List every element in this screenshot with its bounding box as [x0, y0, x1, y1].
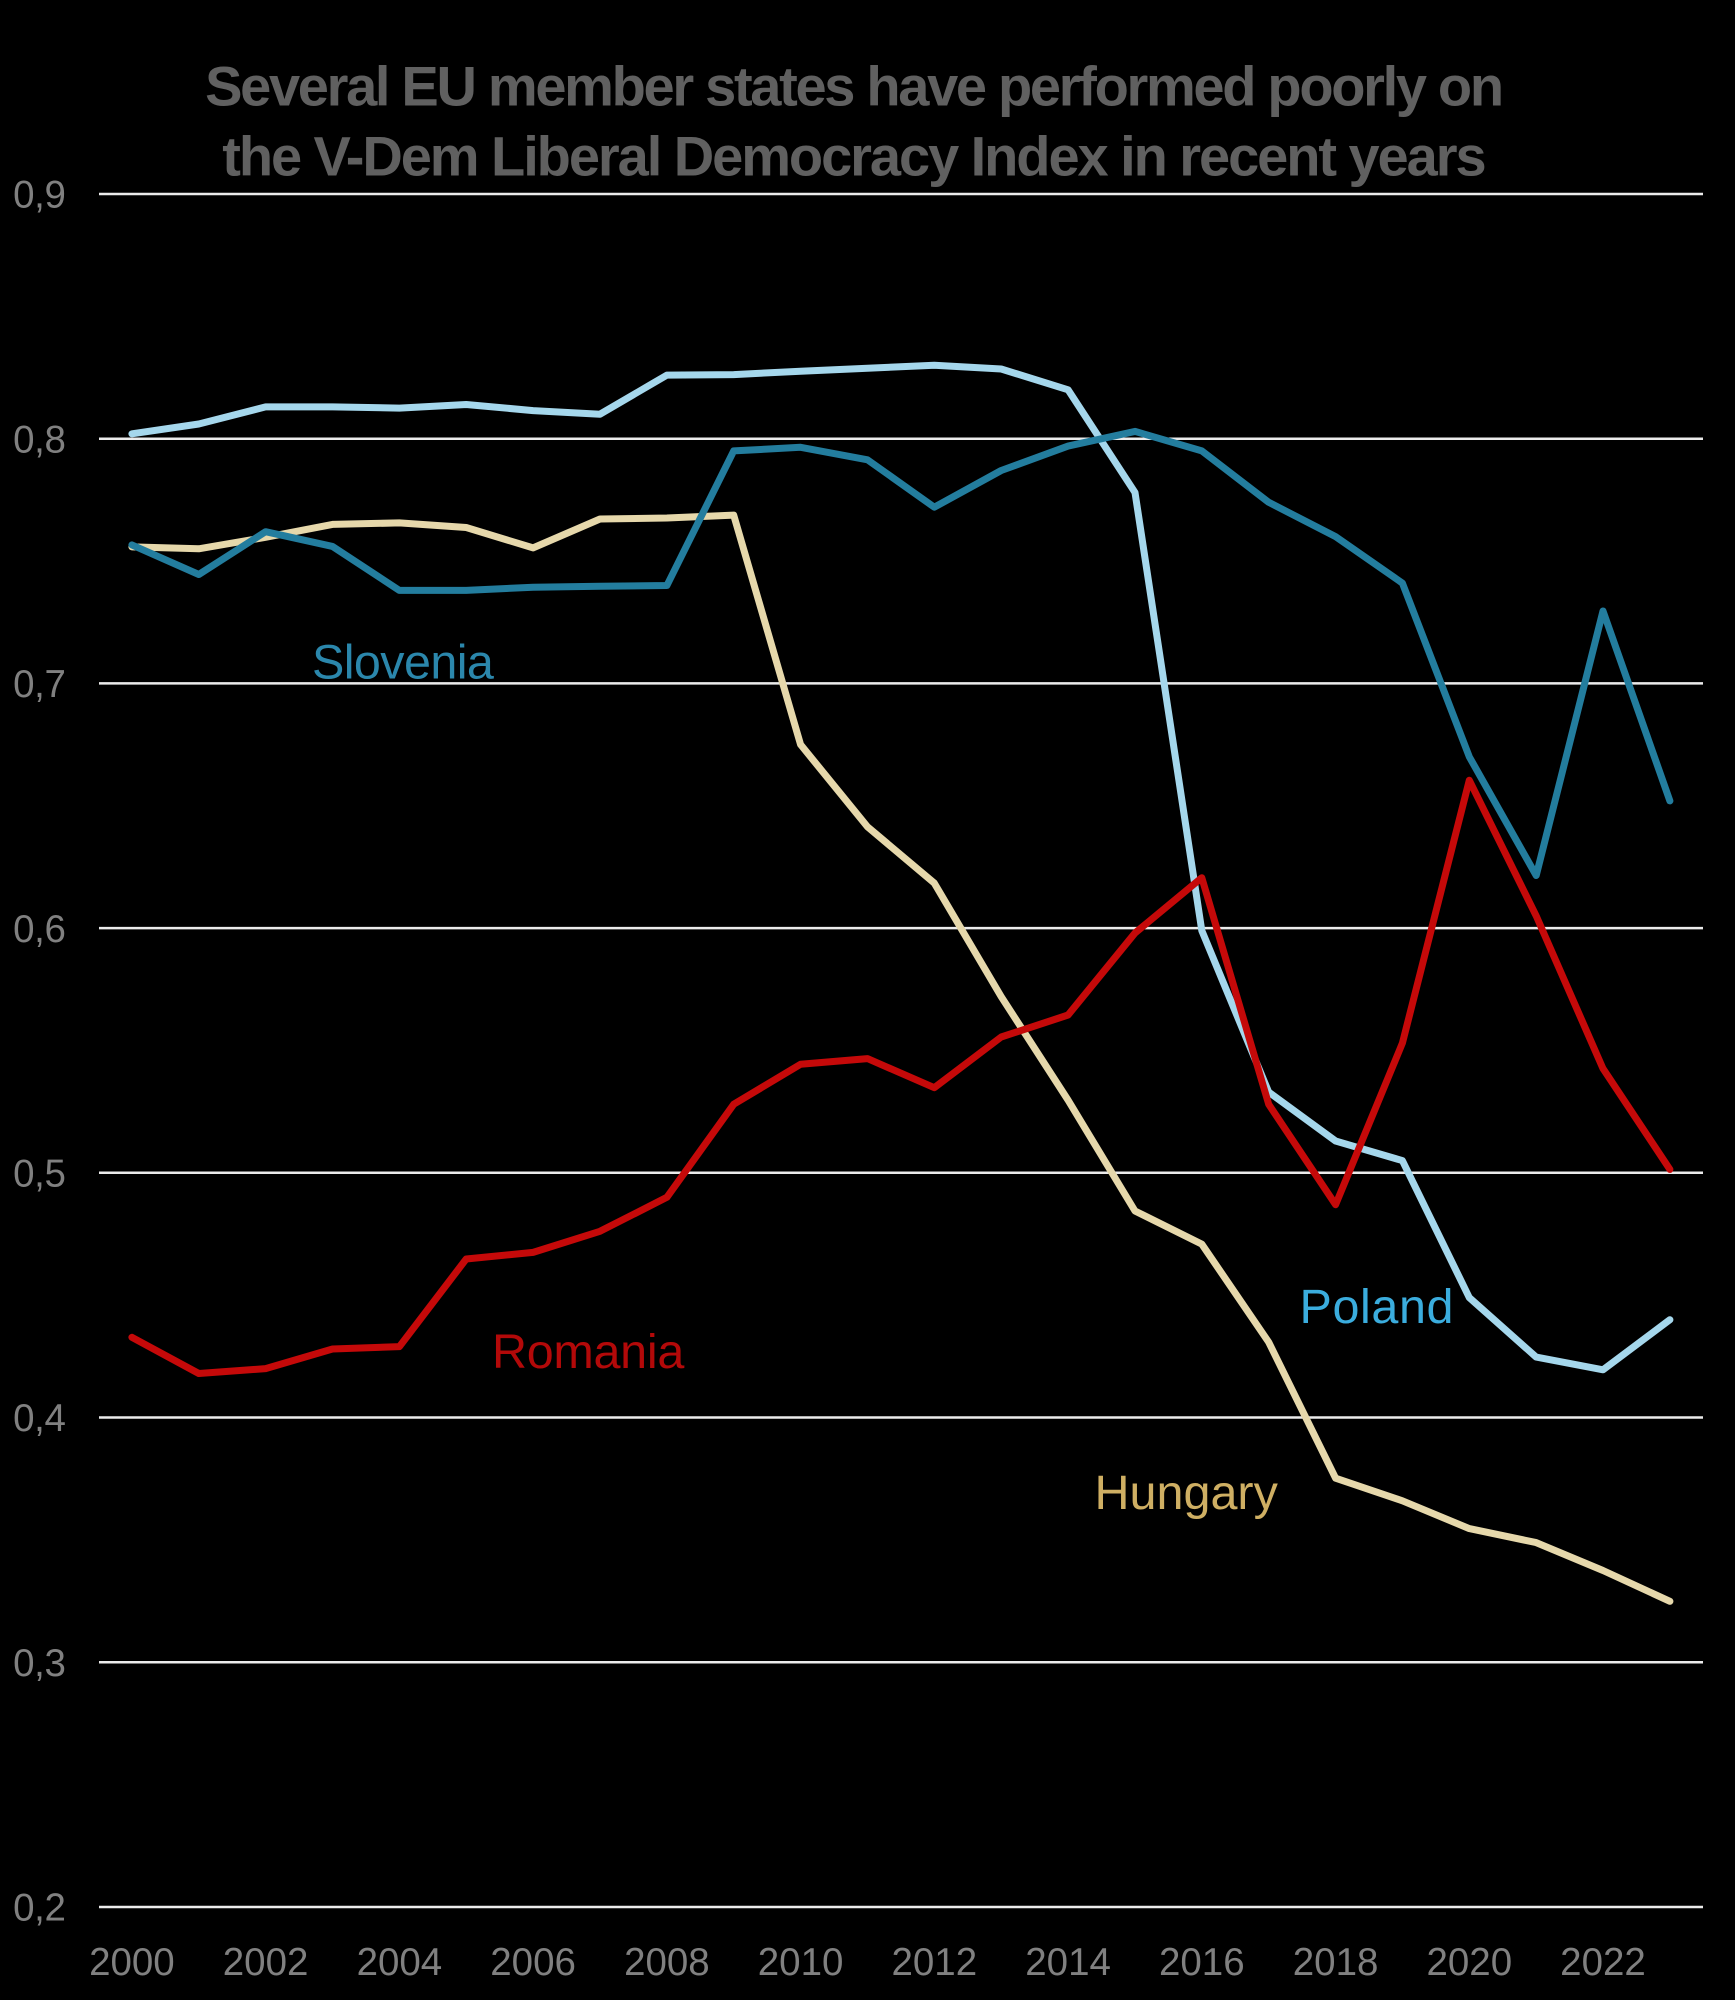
svg-text:2004: 2004	[357, 1941, 443, 1984]
svg-text:Slovenia: Slovenia	[312, 636, 494, 690]
svg-text:Several EU member states have: Several EU member states have performed …	[205, 55, 1502, 118]
svg-text:2020: 2020	[1426, 1941, 1512, 1984]
svg-text:0,2: 0,2	[13, 1887, 65, 1930]
svg-text:0,9: 0,9	[13, 174, 65, 217]
svg-text:2018: 2018	[1293, 1941, 1379, 1984]
svg-text:0,8: 0,8	[13, 418, 65, 461]
svg-text:2010: 2010	[758, 1941, 844, 1984]
svg-text:Hungary: Hungary	[1095, 1466, 1279, 1520]
svg-text:2002: 2002	[223, 1941, 309, 1984]
svg-text:2016: 2016	[1159, 1941, 1245, 1984]
svg-text:2000: 2000	[89, 1941, 175, 1984]
svg-text:0,3: 0,3	[13, 1642, 65, 1685]
svg-text:the V-Dem Liberal Democracy In: the V-Dem Liberal Democracy Index in rec…	[222, 125, 1484, 188]
svg-text:0,4: 0,4	[13, 1397, 65, 1440]
svg-text:2006: 2006	[490, 1941, 576, 1984]
svg-text:0,5: 0,5	[13, 1153, 65, 1196]
svg-text:0,7: 0,7	[13, 663, 65, 706]
svg-text:2012: 2012	[891, 1941, 977, 1984]
svg-text:2022: 2022	[1560, 1941, 1646, 1984]
svg-text:2014: 2014	[1025, 1941, 1111, 1984]
svg-text:2008: 2008	[624, 1941, 710, 1984]
svg-text:Romania: Romania	[492, 1325, 684, 1379]
svg-text:0,6: 0,6	[13, 908, 65, 951]
svg-text:Poland: Poland	[1300, 1280, 1455, 1334]
